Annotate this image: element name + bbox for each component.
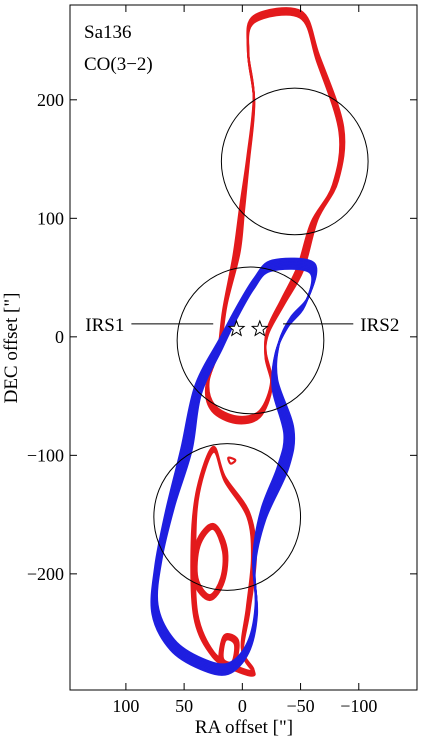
y-axis-label: DEC offset ["]	[1, 293, 22, 404]
axis-ticks: 100 50 0 −50 −100 200 100 0 −100 −200	[27, 5, 417, 716]
y-tick-label: 200	[37, 90, 64, 110]
blue-contour-3-0-7	[150, 257, 318, 676]
x-tick-label: 0	[238, 696, 247, 716]
contour-layer	[150, 7, 346, 677]
beam-circles	[153, 87, 369, 591]
x-tick-label: 100	[112, 696, 139, 716]
red-contour-1-2-0	[221, 638, 237, 664]
irs1-star	[227, 319, 246, 337]
irs1-label: IRS1	[85, 315, 124, 336]
y-tick-label: −200	[27, 564, 64, 584]
irs2-star	[250, 319, 269, 337]
field-south-circle	[153, 443, 302, 591]
y-tick-label: 0	[55, 327, 64, 347]
red-contour-1-1-2	[193, 524, 228, 600]
y-tick-label: −100	[27, 445, 64, 465]
red-contour-1-1-0	[195, 527, 225, 597]
plot-frame	[69, 4, 418, 691]
red-contour-1-1-1	[194, 526, 227, 598]
field-center-circle	[176, 266, 325, 415]
red-contour-1-0-3	[190, 445, 258, 677]
y-tick-label: 100	[37, 208, 64, 228]
source-markers: IRS1 IRS2	[85, 315, 399, 337]
x-tick-label: 50	[175, 696, 193, 716]
x-tick-label: −50	[286, 696, 314, 716]
x-tick-label: −100	[340, 696, 377, 716]
title-line-2: CO(3−2)	[84, 54, 153, 75]
field-north-circle	[220, 87, 369, 236]
x-axis-label: RA offset ["]	[195, 717, 293, 738]
irs2-label: IRS2	[360, 315, 399, 336]
red-contour-0-0-5	[204, 7, 346, 425]
red-contour-2-0-0	[227, 456, 237, 465]
red-contour-1-1-3	[192, 522, 229, 602]
title-line-1: Sa136	[84, 22, 132, 43]
